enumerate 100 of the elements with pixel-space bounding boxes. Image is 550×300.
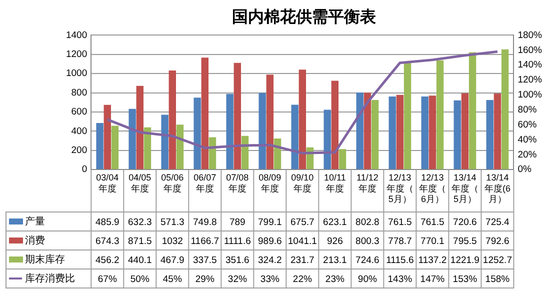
bar (176, 124, 184, 170)
data-label: 23% (325, 274, 345, 286)
data-label: 440.1 (128, 255, 152, 266)
y2-tick-label: 160% (518, 44, 543, 56)
data-label: 153% (452, 274, 478, 286)
data-label: 485.9 (95, 217, 120, 228)
bar (371, 100, 379, 170)
bar (128, 108, 136, 170)
y-tick-label: 1200 (66, 49, 88, 60)
bar (234, 62, 242, 170)
data-label: 1252.7 (482, 255, 512, 266)
data-label: 871.5 (128, 236, 152, 248)
data-label: 799.1 (258, 217, 282, 228)
data-label: 724.6 (356, 255, 380, 266)
x-tick-label: 08/09年度 (258, 172, 282, 194)
bar (494, 94, 502, 170)
data-label: 32% (228, 274, 248, 286)
y2-tick-label: 120% (518, 74, 543, 86)
legend-label: 产量 (25, 215, 45, 228)
data-label: 324.2 (258, 255, 282, 266)
bar (421, 96, 428, 170)
bar (324, 110, 331, 170)
x-tick-label: 11/12年度 (356, 172, 378, 194)
data-label: 675.7 (290, 217, 314, 228)
x-tick-label: 04/05年度 (128, 172, 152, 194)
data-label: 1137.2 (418, 255, 447, 266)
x-tick-label: 13/14年度(6月） (484, 172, 510, 204)
bar (428, 96, 436, 170)
bar (208, 137, 216, 170)
data-label: 33% (260, 274, 280, 286)
data-label: 1041.1 (288, 236, 317, 248)
y2-tick-label: 140% (518, 60, 543, 71)
data-label: 351.6 (226, 255, 250, 266)
bar (461, 93, 469, 170)
y2-tick-label: 100% (518, 90, 543, 101)
x-tick-label: 13/14年度（5月） (451, 172, 478, 204)
bar (136, 86, 144, 170)
bar (201, 58, 209, 170)
y2-tick-label: 0% (518, 164, 532, 176)
bar (266, 74, 274, 170)
x-tick-label: 07/08年度 (226, 172, 249, 194)
x-tick-label: 10/11年度 (324, 172, 346, 194)
x-tick-label: 06/07年度 (194, 172, 216, 194)
data-label: 632.3 (128, 217, 152, 228)
x-tick-label: 09/10年度 (291, 172, 314, 194)
data-label: 761.5 (388, 217, 412, 228)
y2-tick-label: 80% (518, 104, 538, 116)
bar (396, 94, 404, 170)
data-label: 623.1 (323, 217, 347, 228)
data-label: 1166.7 (190, 236, 220, 248)
y-tick-label: 400 (71, 126, 88, 137)
bar (298, 70, 306, 170)
data-label: 778.7 (388, 236, 412, 248)
data-label: 45% (162, 274, 182, 286)
data-label: 800.3 (356, 236, 380, 248)
bar (388, 96, 396, 170)
chart-title: 国内棉花供需平衡表 (232, 8, 377, 26)
data-label: 1221.9 (450, 255, 480, 266)
data-label: 725.4 (486, 217, 510, 228)
x-tick-label: 12/13年度（5月） (386, 172, 414, 204)
bar (356, 92, 364, 170)
data-label: 926 (326, 236, 343, 248)
data-label: 143% (388, 274, 413, 286)
y2-tick-label: 60% (518, 119, 538, 130)
bar (96, 122, 104, 170)
bar (144, 127, 152, 170)
data-label: 761.5 (420, 217, 444, 228)
bar (291, 104, 298, 170)
data-label: 802.8 (356, 217, 380, 228)
legend-label: 期末库存 (25, 253, 65, 266)
legend-label: 库存消费比 (25, 272, 75, 284)
x-tick-label: 12/13年度（6月） (418, 172, 446, 204)
data-label: 231.7 (290, 255, 314, 266)
data-label: 158% (485, 274, 510, 286)
data-label: 337.5 (193, 255, 217, 266)
data-label: 674.3 (95, 236, 120, 248)
data-label: 1115.6 (386, 255, 414, 266)
data-label: 749.8 (193, 217, 217, 228)
bar (436, 60, 444, 170)
bar (486, 100, 494, 170)
data-label: 571.3 (160, 217, 184, 228)
y2-tick-label: 180% (518, 30, 543, 41)
data-label: 213.1 (323, 255, 347, 266)
data-label: 720.6 (453, 217, 477, 228)
y-tick-label: 800 (71, 87, 88, 98)
data-label: 50% (130, 274, 150, 286)
data-label: 67% (98, 274, 118, 286)
y-tick-label: 1400 (66, 30, 88, 41)
x-tick-label: 03/04年度 (96, 172, 119, 194)
bar (364, 92, 372, 170)
data-label: 456.2 (95, 255, 120, 266)
bar (161, 114, 168, 170)
bar (111, 126, 119, 170)
bar (501, 49, 509, 170)
bar (338, 149, 346, 170)
bar (404, 62, 412, 170)
x-tick-label: 05/06年度 (161, 172, 184, 194)
data-label: 989.6 (258, 236, 282, 248)
data-label: 1032 (162, 236, 183, 248)
data-label: 789 (229, 217, 246, 228)
